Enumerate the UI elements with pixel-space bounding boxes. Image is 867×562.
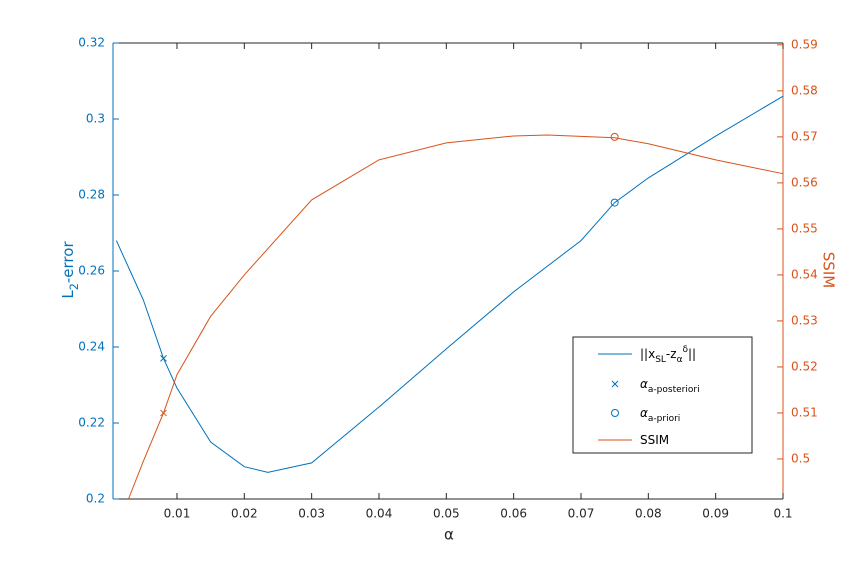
x-axis-label: α bbox=[444, 526, 454, 544]
x-tick-label: 0.01 bbox=[164, 507, 191, 521]
y-tick-label: 0.32 bbox=[78, 36, 105, 50]
legend-label-part: a-posteriori bbox=[648, 385, 700, 395]
y-tick-label: 0.3 bbox=[86, 112, 105, 126]
y2-tick-label: 0.55 bbox=[791, 221, 818, 235]
legend-label-part: SL bbox=[655, 355, 666, 365]
legend-label-part: ||x bbox=[640, 347, 655, 361]
y2-axis-label: SSIM bbox=[820, 252, 838, 288]
legend-label-part: a-priori bbox=[648, 414, 680, 424]
marker-o bbox=[610, 198, 619, 207]
legend-label-part: SSIM bbox=[640, 433, 669, 447]
y-axis-label-part: L bbox=[59, 290, 77, 299]
y2-tick-label: 0.5 bbox=[791, 451, 810, 465]
marker-x bbox=[160, 409, 167, 417]
y-tick-label: 0.28 bbox=[78, 188, 105, 202]
x-tick-label: 0.08 bbox=[635, 507, 662, 521]
marker-x bbox=[160, 355, 167, 362]
legend-label: SSIM bbox=[640, 433, 669, 447]
legend-marker bbox=[611, 380, 619, 388]
y-tick-label: 0.22 bbox=[78, 416, 105, 430]
legend-label-part: α bbox=[677, 355, 683, 365]
y2-tick-label: 0.53 bbox=[791, 313, 818, 327]
legend-box bbox=[572, 336, 753, 454]
y2-tick-label: 0.58 bbox=[791, 83, 818, 97]
marker-o bbox=[610, 132, 619, 141]
x-tick-label: 0.07 bbox=[568, 507, 595, 521]
legend-label: ||xSL-zαδ|| bbox=[640, 345, 696, 365]
y2-tick-label: 0.51 bbox=[791, 405, 818, 419]
x-tick-label: 0.05 bbox=[433, 507, 460, 521]
x-tick-label: 0.1 bbox=[773, 507, 792, 521]
legend-label-part: δ bbox=[683, 345, 689, 355]
legend-label-part: -z bbox=[666, 347, 677, 361]
y-tick-label: 0.26 bbox=[78, 264, 105, 278]
y2-tick-label: 0.54 bbox=[791, 267, 818, 281]
legend-label-part: α bbox=[640, 377, 648, 391]
y2-tick-label: 0.59 bbox=[791, 37, 818, 51]
line bbox=[115, 95, 784, 473]
y-tick-label: 0.24 bbox=[78, 340, 105, 354]
y-axis-label-part: -error bbox=[59, 241, 77, 284]
y-tick-label: 0.2 bbox=[86, 492, 105, 506]
y-axis-label: L2-error bbox=[59, 241, 81, 299]
x-tick-label: 0.02 bbox=[231, 507, 258, 521]
x-tick-label: 0.03 bbox=[298, 507, 325, 521]
x-tick-label: 0.09 bbox=[702, 507, 729, 521]
legend-label-part: α bbox=[640, 406, 648, 420]
marker-stroke bbox=[160, 355, 167, 362]
y-axis-label-part: 2 bbox=[68, 283, 81, 290]
legend-label-part: || bbox=[688, 347, 696, 361]
line bbox=[128, 134, 784, 500]
marker-stroke bbox=[160, 409, 167, 417]
x-tick-label: 0.06 bbox=[500, 507, 527, 521]
legend-marker bbox=[611, 409, 619, 417]
y2-tick-label: 0.57 bbox=[791, 129, 818, 143]
y2-tick-label: 0.56 bbox=[791, 175, 818, 189]
legend-label: αa-posteriori bbox=[640, 377, 700, 395]
y2-tick-label: 0.52 bbox=[791, 359, 818, 373]
legend-label: αa-priori bbox=[640, 406, 680, 424]
x-tick-label: 0.04 bbox=[366, 507, 393, 521]
